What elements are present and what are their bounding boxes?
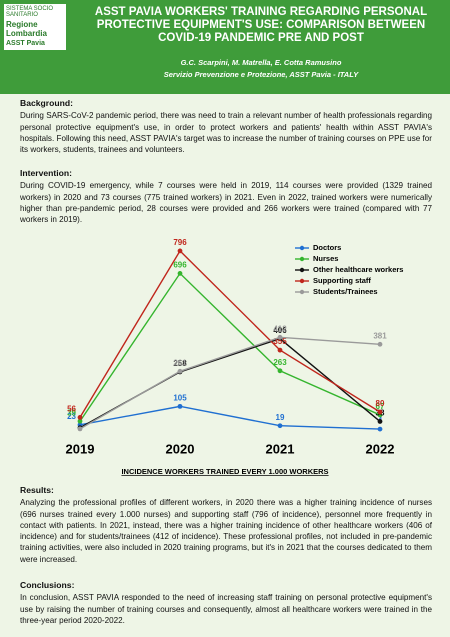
series-line: [79, 249, 381, 418]
series-line: [79, 272, 381, 422]
data-point: [77, 426, 83, 432]
heading: Conclusions:: [20, 580, 75, 590]
data-point: [77, 415, 83, 420]
authors: G.C. Scarpini, M. Matrella, E. Cotta Ram…: [180, 58, 342, 67]
x-axis-label: INCIDENCE WORKERS TRAINED EVERY 1.000 WO…: [121, 467, 328, 476]
section: Results: Analyzing the professional profi…: [20, 485, 432, 565]
data-point: [277, 368, 283, 374]
legend-marker: [299, 267, 305, 273]
data-point: [277, 334, 283, 340]
series-line: [79, 337, 381, 429]
logo: SISTEMA SOCIO SANITARIO Regione Lombardi…: [4, 4, 66, 50]
heading: Background:: [20, 98, 73, 108]
text: In conclusion, ASST PAVIA responded to t…: [20, 593, 432, 625]
data-point: [377, 409, 383, 415]
x-tick-label: 2020: [166, 441, 195, 456]
heading: Intervention:: [20, 168, 73, 178]
data-point: [377, 426, 383, 432]
legend-marker: [299, 289, 305, 295]
x-tick-label: 2021: [266, 441, 295, 456]
legend-label: Other healthcare workers: [313, 265, 403, 274]
text: During SARS-CoV-2 pandemic period, there…: [20, 111, 432, 155]
series-line: [79, 405, 381, 430]
logo-top: SISTEMA SOCIO SANITARIO: [6, 6, 54, 18]
data-point: [377, 419, 383, 424]
legend-label: Nurses: [313, 254, 338, 263]
x-tick-label: 2019: [66, 441, 95, 456]
data-label: 263: [273, 358, 287, 367]
data-point: [277, 347, 283, 353]
data-label: 261: [173, 358, 187, 367]
data-label: 258: [173, 359, 187, 368]
text: During COVID-19 emergency, while 7 cours…: [20, 181, 432, 225]
data-label: 56: [67, 405, 76, 414]
legend-label: Students/Trainees: [313, 287, 378, 296]
section: Background: During SARS-CoV-2 pandemic pe…: [20, 98, 432, 155]
affiliation: Servizio Prevenzione e Protezione, ASST …: [163, 70, 359, 79]
data-label: 355: [273, 337, 287, 346]
chart: INCIDENCE WORKERS TRAINED EVERY 1.000 WO…: [66, 238, 404, 476]
legend-marker: [299, 256, 305, 262]
data-label: 23: [67, 412, 76, 421]
series-line: [79, 336, 381, 430]
data-label: 39: [67, 408, 76, 417]
data-label: 105: [173, 393, 187, 402]
data-point: [177, 248, 183, 254]
section: Intervention: During COVID-19 emergency, …: [20, 168, 432, 225]
data-label: 412: [273, 324, 287, 333]
legend-label: Doctors: [313, 243, 341, 252]
data-point: [177, 271, 183, 276]
data-point: [277, 423, 283, 429]
data-label: 406: [273, 326, 287, 335]
data-label: 381: [373, 331, 387, 340]
header: SISTEMA SOCIO SANITARIO Regione Lombardi…: [0, 0, 450, 94]
data-label: 80: [376, 399, 385, 408]
data-label: 19: [276, 413, 285, 422]
data-point: [77, 418, 83, 424]
legend-marker: [299, 245, 305, 251]
title: ASST PAVIA WORKERS' TRAINING REGARDING P…: [94, 6, 428, 44]
data-label: 796: [173, 238, 187, 247]
text: Analyzing the professional profiles of d…: [20, 498, 432, 564]
legend-label: Supporting staff: [313, 276, 371, 285]
data-point: [377, 341, 383, 347]
x-tick-label: 2022: [366, 441, 395, 456]
data-label: 696: [173, 261, 187, 270]
logo-region: Regione Lombardia: [6, 20, 47, 38]
section: Conclusions: In conclusion, ASST PAVIA re…: [20, 580, 432, 626]
legend-marker: [299, 278, 305, 284]
data-point: [177, 403, 183, 409]
heading: Results:: [20, 485, 54, 495]
data-point: [177, 368, 183, 374]
logo-asst: ASST Pavia: [6, 40, 45, 47]
data-label: 67: [376, 402, 385, 411]
